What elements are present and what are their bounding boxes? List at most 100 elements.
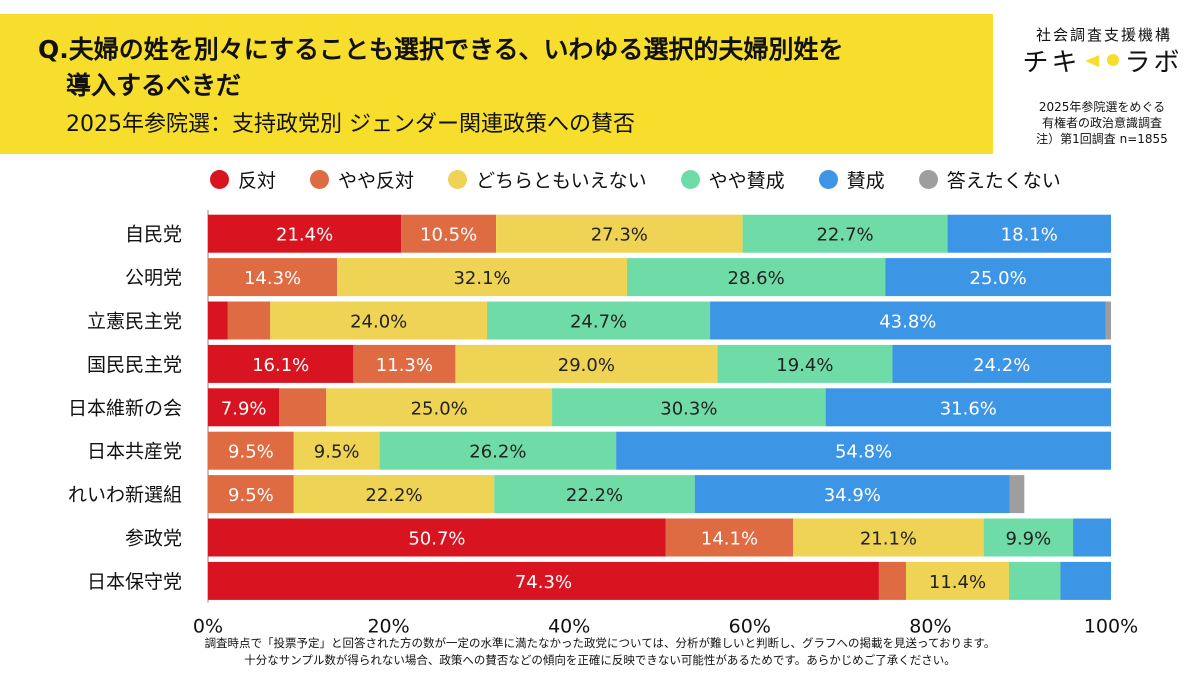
data-label-5-4: 54.8% bbox=[835, 442, 892, 463]
data-label-3-2: 29.0% bbox=[558, 355, 615, 376]
data-label-7-1: 14.1% bbox=[701, 529, 758, 550]
legend-item-0: 反対 bbox=[210, 166, 276, 193]
data-label-1-4: 25.0% bbox=[970, 268, 1027, 289]
bar-6-5 bbox=[1009, 475, 1025, 514]
bar-0-0 bbox=[208, 214, 402, 253]
bar-8-0 bbox=[208, 561, 879, 600]
bar-4-1 bbox=[279, 388, 327, 427]
legend-swatch-1 bbox=[310, 170, 330, 189]
data-label-2-2: 24.0% bbox=[350, 312, 407, 333]
dot-icon bbox=[1106, 54, 1119, 66]
data-label-0-4: 18.1% bbox=[1001, 225, 1058, 246]
bar-5-3 bbox=[379, 431, 617, 470]
bar-8-2 bbox=[906, 561, 1009, 600]
x-tick-label-2: 40% bbox=[548, 616, 590, 638]
category-label-8: 日本保守党 bbox=[87, 571, 182, 593]
bar-2-3 bbox=[487, 301, 711, 340]
legend-swatch-4 bbox=[818, 170, 838, 189]
bar-2-0 bbox=[208, 301, 228, 340]
x-tick-label-3: 60% bbox=[729, 616, 771, 638]
data-label-7-0: 50.7% bbox=[408, 529, 465, 550]
legend-item-5: 答えたくない bbox=[918, 166, 1061, 193]
data-label-1-1: 14.3% bbox=[244, 268, 301, 289]
bar-2-2 bbox=[270, 301, 488, 340]
data-label-7-2: 21.1% bbox=[860, 529, 917, 550]
bar-8-4 bbox=[1060, 561, 1111, 600]
legend-item-1: やや反対 bbox=[310, 166, 414, 193]
footnote-line-1: 調査時点で「投票予定」と回答された方の数が一定の水準に満たなかった政党については… bbox=[204, 636, 996, 650]
legend-label-0: 反対 bbox=[238, 170, 277, 192]
title-banner bbox=[0, 14, 993, 154]
bar-7-3 bbox=[983, 518, 1074, 557]
survey-note-3: 注）第1回調査 n=1855 bbox=[1036, 132, 1168, 146]
bar-1-4 bbox=[885, 258, 1111, 297]
bar-6-4 bbox=[694, 475, 1010, 514]
bar-7-1 bbox=[665, 518, 794, 557]
survey-note-2: 有権者の政治意識調査 bbox=[1041, 116, 1162, 130]
data-label-1-2: 32.1% bbox=[453, 268, 510, 289]
data-label-5-2: 9.5% bbox=[314, 442, 360, 463]
data-label-7-3: 9.9% bbox=[1006, 529, 1052, 550]
data-label-6-4: 34.9% bbox=[824, 485, 881, 506]
data-label-3-1: 11.3% bbox=[376, 355, 433, 376]
data-label-3-3: 19.4% bbox=[776, 355, 833, 376]
question-line-2: 導入するべきだ bbox=[66, 71, 242, 100]
legend-swatch-5 bbox=[918, 170, 938, 189]
brand-logo: チキ ラボ bbox=[1020, 44, 1185, 78]
bar-7-0 bbox=[208, 518, 666, 557]
data-label-8-2: 11.4% bbox=[929, 572, 986, 593]
legend-label-1: やや反対 bbox=[338, 170, 415, 192]
bar-1-1 bbox=[208, 258, 338, 297]
bar-2-1 bbox=[227, 301, 271, 340]
data-label-3-0: 16.1% bbox=[252, 355, 309, 376]
bar-4-2 bbox=[326, 388, 553, 427]
bar-0-4 bbox=[947, 214, 1111, 253]
legend-swatch-2 bbox=[448, 170, 468, 189]
data-label-2-3: 24.7% bbox=[570, 312, 627, 333]
x-tick-label-5: 100% bbox=[1084, 616, 1138, 638]
category-label-5: 日本共産党 bbox=[87, 441, 182, 463]
bar-5-1 bbox=[208, 431, 294, 470]
megaphone-icon bbox=[1084, 55, 1103, 67]
bar-4-4 bbox=[825, 388, 1111, 427]
category-label-4: 日本維新の会 bbox=[68, 397, 182, 419]
bar-3-0 bbox=[208, 344, 354, 383]
bar-6-2 bbox=[293, 475, 495, 514]
bar-0-1 bbox=[401, 214, 497, 253]
category-label-7: 参政党 bbox=[125, 528, 182, 550]
legend-swatch-0 bbox=[210, 170, 229, 189]
data-label-2-4: 43.8% bbox=[879, 312, 936, 333]
bar-3-4 bbox=[892, 344, 1111, 383]
data-label-0-2: 27.3% bbox=[591, 225, 648, 246]
data-label-0-1: 10.5% bbox=[420, 225, 477, 246]
bar-7-2 bbox=[793, 518, 984, 557]
category-label-2: 立憲民主党 bbox=[87, 311, 182, 333]
data-label-5-3: 26.2% bbox=[469, 442, 526, 463]
category-label-6: れいわ新選組 bbox=[68, 484, 182, 506]
category-label-0: 自民党 bbox=[125, 224, 182, 246]
legend-label-3: やや賛成 bbox=[708, 170, 785, 192]
legend-label-4: 賛成 bbox=[846, 170, 885, 192]
data-label-3-4: 24.2% bbox=[973, 355, 1030, 376]
data-label-1-3: 28.6% bbox=[728, 268, 785, 289]
bar-4-0 bbox=[208, 388, 280, 427]
legend-item-2: どちらともいえない bbox=[448, 166, 647, 193]
bar-8-3 bbox=[1008, 561, 1061, 600]
bar-0-2 bbox=[496, 214, 743, 253]
x-tick-label-1: 20% bbox=[367, 616, 409, 638]
bar-6-3 bbox=[494, 475, 695, 514]
legend-swatch-3 bbox=[680, 170, 700, 189]
data-label-8-0: 74.3% bbox=[515, 572, 572, 593]
legend-label-5: 答えたくない bbox=[946, 170, 1061, 192]
logo-text-right: ラボ bbox=[1124, 47, 1183, 78]
category-label-1: 公明党 bbox=[125, 267, 182, 289]
data-label-6-3: 22.2% bbox=[566, 485, 623, 506]
data-label-6-1: 9.5% bbox=[228, 485, 274, 506]
bar-3-1 bbox=[353, 344, 456, 383]
data-label-4-0: 7.9% bbox=[221, 398, 267, 419]
bar-8-1 bbox=[878, 561, 907, 600]
bar-1-2 bbox=[337, 258, 627, 297]
bar-5-4 bbox=[616, 431, 1111, 470]
category-label-3: 国民民主党 bbox=[87, 354, 182, 376]
